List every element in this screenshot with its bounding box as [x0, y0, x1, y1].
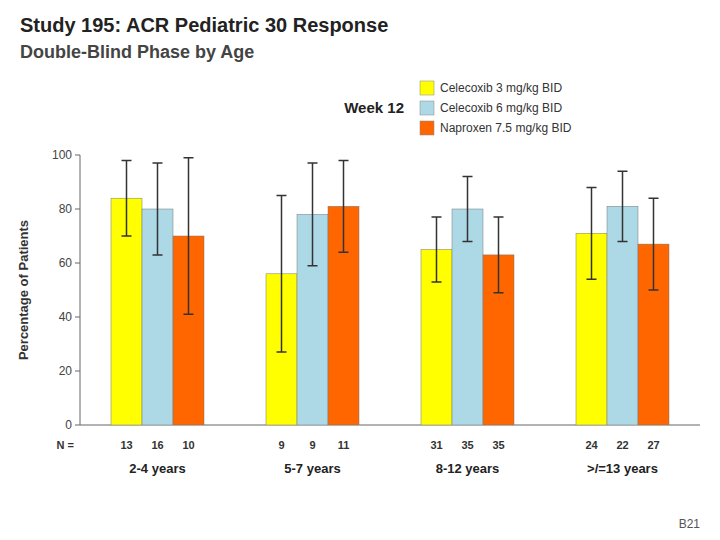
n-label: 31	[430, 439, 442, 451]
error-bar	[153, 163, 163, 255]
chart: Study 195: ACR Pediatric 30 Response Doub…	[0, 0, 720, 540]
subtitle: Double-Blind Phase by Age	[20, 42, 254, 62]
error-bar	[587, 187, 597, 279]
n-label: 22	[616, 439, 628, 451]
n-label: 24	[585, 439, 598, 451]
series	[111, 198, 607, 425]
legend-label: Celecoxib 3 mg/kg BID	[440, 81, 562, 95]
y-tick-label: 60	[59, 256, 73, 270]
y-tick-label: 20	[59, 364, 73, 378]
n-label: 9	[309, 439, 315, 451]
n-label: 35	[461, 439, 473, 451]
n-label: 11	[338, 439, 350, 451]
y-axis-line	[80, 155, 81, 425]
y-tick	[75, 209, 80, 210]
x-tick-label: >/=13 years	[587, 461, 658, 476]
error-bars	[122, 160, 597, 352]
n-label: 10	[182, 439, 194, 451]
error-bar	[432, 217, 442, 282]
error-bar	[308, 163, 318, 266]
title: Study 195: ACR Pediatric 30 Response	[20, 14, 388, 36]
y-tick	[75, 317, 80, 318]
legend-label: Celecoxib 6 mg/kg BID	[440, 101, 562, 115]
error-bar	[463, 177, 473, 242]
x-tick-label: 5-7 years	[284, 461, 340, 476]
chart-container: Study 195: ACR Pediatric 30 Response Doub…	[0, 0, 720, 540]
y-tick	[75, 371, 80, 372]
legend-swatch	[420, 101, 434, 115]
y-tick-label: 100	[52, 148, 72, 162]
legend-label: Naproxen 7.5 mg/kg BID	[440, 121, 572, 135]
y-tick-label: 0	[65, 418, 72, 432]
y-tick-label: 80	[59, 202, 73, 216]
error-bar	[122, 160, 132, 236]
legend: Celecoxib 3 mg/kg BID Celecoxib 6 mg/kg B…	[420, 81, 572, 135]
error-bar	[618, 171, 628, 241]
n-label: 16	[151, 439, 163, 451]
series	[142, 206, 638, 425]
n-label: 27	[647, 439, 659, 451]
series	[173, 206, 669, 425]
error-bar	[494, 217, 504, 293]
x-tick-label: 8-12 years	[436, 461, 500, 476]
plot-marks	[111, 158, 669, 425]
error-bar	[339, 160, 349, 252]
y-axis-label: Percentage of Patients	[16, 220, 31, 360]
y-tick	[75, 155, 80, 156]
y-tick-label: 40	[59, 310, 73, 324]
error-bar	[277, 196, 287, 353]
legend-swatch	[420, 81, 434, 95]
footnote: B21	[679, 517, 701, 531]
n-label: 13	[120, 439, 132, 451]
week-label: Week 12	[344, 99, 404, 116]
n-label: 9	[278, 439, 284, 451]
y-tick	[75, 263, 80, 264]
error-bar	[184, 158, 194, 315]
y-tick	[75, 425, 80, 426]
error-bar	[649, 198, 659, 290]
x-tick-label: 2-4 years	[129, 461, 185, 476]
n-prefix: N =	[57, 439, 74, 451]
legend-swatch	[420, 121, 434, 135]
error-bars	[153, 163, 628, 266]
error-bars	[184, 158, 659, 315]
y-axis: 0 20 40 60 80 100	[52, 148, 80, 432]
n-label: 35	[492, 439, 504, 451]
